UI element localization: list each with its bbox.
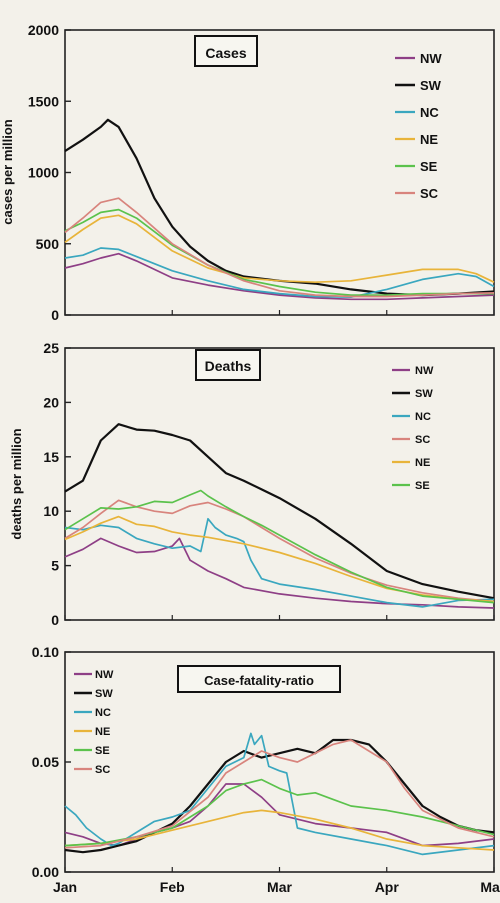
series-line-nc (64, 732, 495, 856)
legend-label-nc: NC (95, 707, 111, 719)
x-tick-label: Jan (53, 879, 77, 895)
legend-label-ne: NE (95, 726, 110, 738)
y-tick-label: 0.05 (32, 754, 59, 770)
legend-label-ne: NE (420, 132, 438, 147)
series-line-sw (64, 118, 495, 297)
panel-2: 0 5 10 15 20 25 deaths per million Deaths NW SW NC… (9, 340, 495, 628)
legend-label-se: SE (420, 159, 438, 174)
legend-label-nc: NC (415, 411, 431, 423)
series-line-sw (64, 738, 495, 854)
legend-label-nw: NW (415, 365, 434, 377)
y-tick-label: 10 (43, 503, 59, 519)
legend-label-sc: SC (420, 186, 439, 201)
series-line-nc (64, 517, 495, 608)
y-tick-label: 25 (43, 340, 59, 356)
y-tick-label: 0 (51, 612, 59, 628)
series-line-sc (64, 197, 495, 298)
series-line-nc (64, 247, 495, 299)
legend-label-se: SE (95, 745, 110, 757)
chart-title: Cases (205, 45, 246, 61)
x-tick-label: Apr (375, 879, 400, 895)
y-tick-label: 5 (51, 558, 59, 574)
chart-title: Case-fatality-ratio (204, 673, 314, 688)
legend-label-sw: SW (95, 688, 113, 700)
y-tick-label: 0.00 (32, 864, 59, 880)
legend-label-sw: SW (420, 78, 442, 93)
series-line-nw (64, 252, 495, 301)
legend-label-sc: SC (415, 434, 430, 446)
series-line-ne (64, 809, 495, 851)
series-line-ne (64, 214, 495, 284)
x-tick-label: Mar (267, 879, 292, 895)
y-axis-label: deaths per million (9, 428, 24, 539)
series-line-nw (64, 537, 495, 609)
series-line-se (64, 778, 495, 847)
legend-label-nc: NC (420, 105, 439, 120)
legend-label-nw: NW (95, 669, 114, 681)
title-box (194, 35, 258, 67)
series-line-se (64, 208, 494, 296)
chart-title: Deaths (205, 358, 252, 374)
legend-label-se: SE (415, 480, 430, 492)
legend-label-nw: NW (420, 51, 442, 66)
legend-label-sw: SW (415, 388, 433, 400)
series-line-sc (64, 739, 495, 849)
y-tick-label: 2000 (28, 22, 59, 38)
legend-label-sc: SC (95, 764, 110, 776)
panel-1: 0 500 1000 1500 2000 cases per million Cases NW… (0, 22, 495, 323)
y-tick-label: 0.10 (32, 644, 59, 660)
title-box (195, 349, 261, 381)
legend-label-ne: NE (415, 457, 430, 469)
x-tick-label: Feb (160, 879, 185, 895)
y-tick-label: 15 (43, 449, 59, 465)
y-tick-label: 20 (43, 394, 59, 410)
panel-3: 0.00 0.05 0.10 Jan Feb Mar Apr May Case-fatality… (32, 644, 500, 895)
y-axis-label: cases per million (0, 119, 15, 225)
x-tick-label: May (480, 879, 500, 895)
series-line-sw (64, 423, 495, 600)
y-tick-label: 500 (36, 236, 60, 252)
y-tick-label: 1500 (28, 93, 59, 109)
y-tick-label: 1000 (28, 165, 59, 181)
series-line-se (64, 489, 495, 604)
series-line-sc (64, 499, 495, 603)
title-box (177, 665, 341, 693)
series-line-ne (64, 515, 495, 603)
y-tick-label: 0 (51, 307, 59, 323)
